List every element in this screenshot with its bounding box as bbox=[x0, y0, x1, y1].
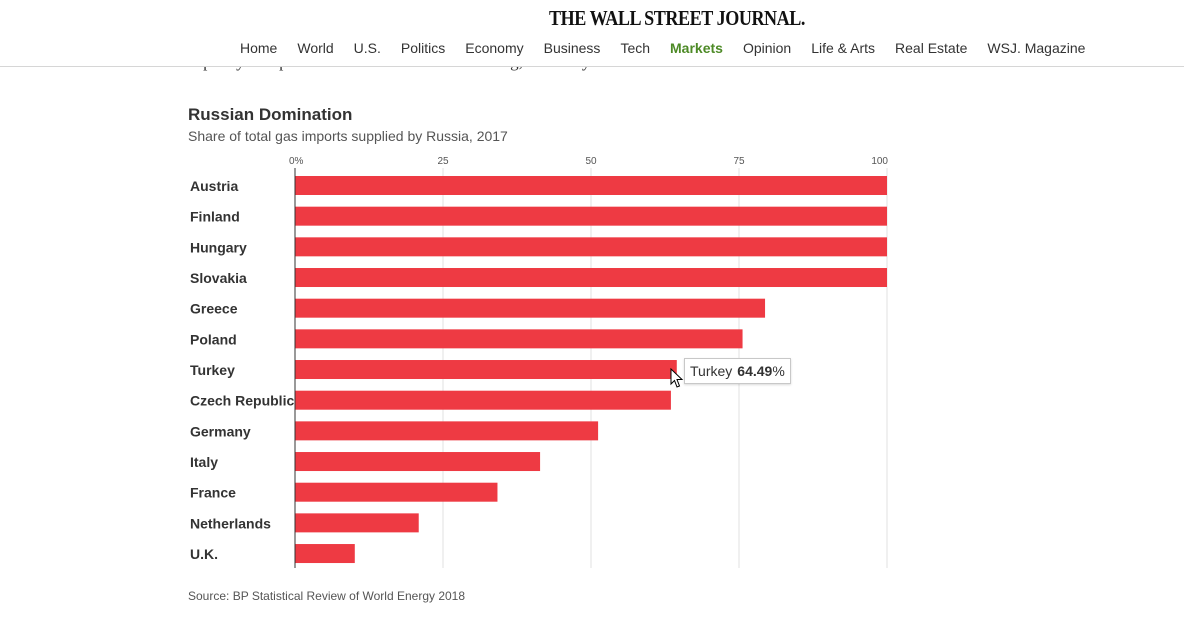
nav-item-opinion[interactable]: Opinion bbox=[742, 40, 792, 56]
bar-czech-republic[interactable] bbox=[295, 390, 671, 410]
x-tick-label: 25 bbox=[437, 156, 449, 167]
nav-item-business[interactable]: Business bbox=[543, 40, 601, 56]
chart-title: Russian Domination bbox=[188, 105, 353, 124]
category-label: U.K. bbox=[190, 546, 218, 562]
category-label: Greece bbox=[190, 301, 238, 317]
wsj-logo[interactable]: THE WALL STREET JOURNAL. bbox=[549, 6, 805, 30]
category-label: Poland bbox=[190, 331, 237, 347]
chart-source: Source: BP Statistical Review of World E… bbox=[188, 589, 466, 603]
x-tick-label: 0% bbox=[289, 156, 304, 167]
category-label: Italy bbox=[190, 454, 218, 470]
bar-finland[interactable] bbox=[295, 206, 887, 226]
chart-tooltip: Turkey 64.49% bbox=[684, 358, 791, 384]
category-label: Hungary bbox=[190, 239, 247, 255]
bar-u-k[interactable] bbox=[295, 544, 355, 564]
bar-slovakia[interactable] bbox=[295, 268, 887, 288]
tooltip-unit: % bbox=[772, 363, 785, 379]
bar-poland[interactable] bbox=[295, 329, 743, 349]
nav-item-real-estate[interactable]: Real Estate bbox=[895, 40, 968, 56]
bar-austria[interactable] bbox=[295, 176, 887, 195]
bar-hungary[interactable] bbox=[295, 237, 887, 257]
bar-netherlands[interactable] bbox=[295, 513, 419, 533]
nav-item-life-arts[interactable]: Life & Arts bbox=[811, 40, 876, 56]
bar-germany[interactable] bbox=[295, 421, 599, 441]
category-label: Turkey bbox=[190, 362, 235, 378]
category-label: Slovakia bbox=[190, 270, 247, 286]
category-label: Germany bbox=[190, 423, 251, 439]
nav-item-home[interactable]: Home bbox=[240, 40, 278, 56]
main-nav: Home World U.S. Politics Economy Business Tech… bbox=[230, 39, 1095, 57]
nav-item-world[interactable]: World bbox=[297, 40, 334, 56]
mouse-cursor-icon bbox=[670, 368, 684, 388]
x-tick-label: 100 bbox=[871, 156, 888, 167]
masthead: THE WALL STREET JOURNAL. Home World U.S. Po… bbox=[0, 0, 1184, 67]
category-label: Austria bbox=[190, 178, 238, 194]
x-tick-label: 50 bbox=[585, 156, 597, 167]
nav-item-politics[interactable]: Politics bbox=[400, 40, 446, 56]
x-tick-label: 75 bbox=[733, 156, 745, 167]
nav-item-economy[interactable]: Economy bbox=[465, 40, 524, 56]
chart-subtitle: Share of total gas imports supplied by R… bbox=[188, 128, 508, 144]
nav-item-tech[interactable]: Tech bbox=[620, 40, 651, 56]
bar-france[interactable] bbox=[295, 482, 498, 502]
nav-item-u-s[interactable]: U.S. bbox=[353, 40, 381, 56]
category-label: Czech Republic bbox=[190, 393, 294, 409]
bar-turkey[interactable] bbox=[295, 360, 677, 380]
nav-item-wsj-magazine[interactable]: WSJ. Magazine bbox=[987, 40, 1086, 56]
category-label: France bbox=[190, 485, 236, 501]
tooltip-value: 64.49 bbox=[737, 363, 773, 379]
nav-item-markets[interactable]: Markets bbox=[670, 40, 723, 56]
category-label: Finland bbox=[190, 209, 240, 225]
bar-italy[interactable] bbox=[295, 452, 541, 472]
bar-greece[interactable] bbox=[295, 298, 766, 318]
category-label: Netherlands bbox=[190, 515, 271, 531]
tooltip-category: Turkey bbox=[690, 363, 733, 379]
